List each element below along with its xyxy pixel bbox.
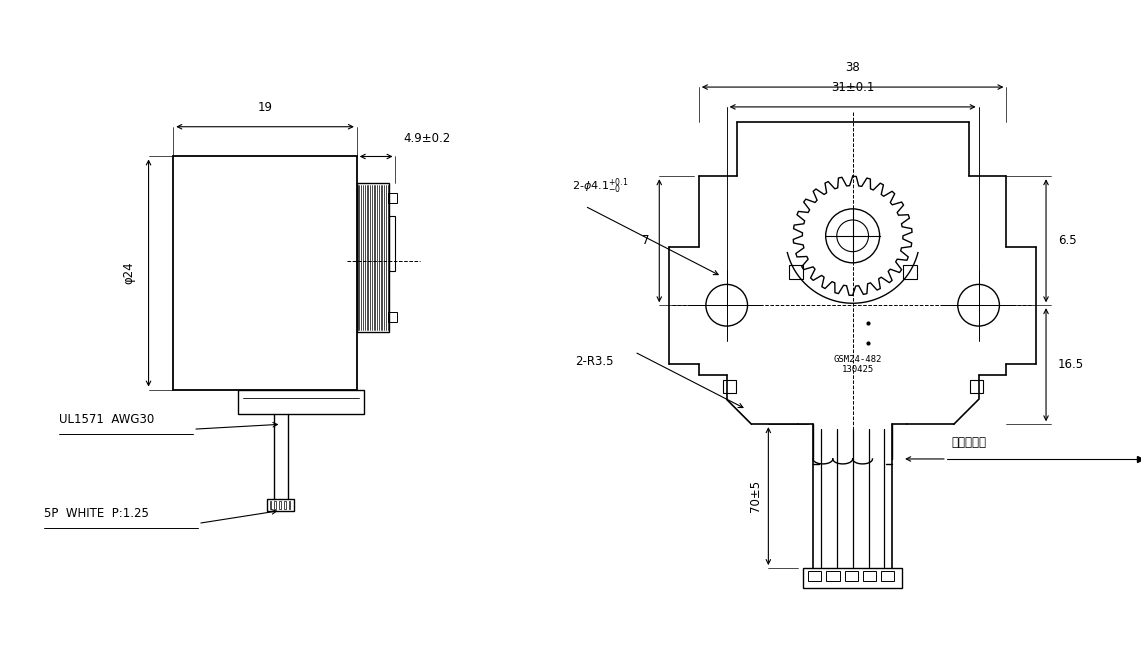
Text: 6.5: 6.5 (1058, 234, 1076, 248)
Bar (863, 571, 876, 581)
Text: 38: 38 (845, 61, 860, 74)
Bar (827, 571, 839, 581)
Text: 19: 19 (258, 101, 273, 114)
Text: 70±5: 70±5 (749, 480, 761, 512)
Bar (722, 379, 735, 393)
Text: 5P  WHITE  P:1.25: 5P WHITE P:1.25 (45, 508, 149, 520)
Text: 31±0.1: 31±0.1 (831, 81, 875, 94)
Bar (387, 193, 397, 203)
Bar (275, 500, 276, 508)
Bar (238, 389, 364, 414)
Bar (269, 500, 271, 508)
Text: φ24: φ24 (123, 262, 135, 284)
Text: 2-$\phi$4.1$^{+0.1}_{-0}$: 2-$\phi$4.1$^{+0.1}_{-0}$ (572, 177, 629, 196)
Text: 2-R3.5: 2-R3.5 (575, 355, 614, 368)
Bar (845, 571, 858, 581)
Text: UL1571  AWG30: UL1571 AWG30 (60, 413, 155, 426)
Bar (881, 571, 894, 581)
Bar (357, 183, 388, 332)
Bar (284, 500, 285, 508)
Bar (279, 500, 281, 508)
Text: 7: 7 (642, 234, 649, 248)
Bar (267, 498, 294, 510)
Text: 16.5: 16.5 (1058, 358, 1084, 371)
Bar (789, 265, 803, 279)
Text: GSM24-482
130425: GSM24-482 130425 (834, 355, 882, 374)
Bar (970, 379, 982, 393)
Bar (173, 157, 357, 389)
Text: 4.9±0.2: 4.9±0.2 (403, 132, 451, 145)
Bar (388, 216, 395, 270)
Text: 棕蓝红黄橙: 棕蓝红黄橙 (951, 436, 987, 449)
Bar (387, 312, 397, 322)
Bar (808, 571, 821, 581)
Bar (289, 500, 291, 508)
Bar (902, 265, 916, 279)
Bar (803, 568, 902, 588)
